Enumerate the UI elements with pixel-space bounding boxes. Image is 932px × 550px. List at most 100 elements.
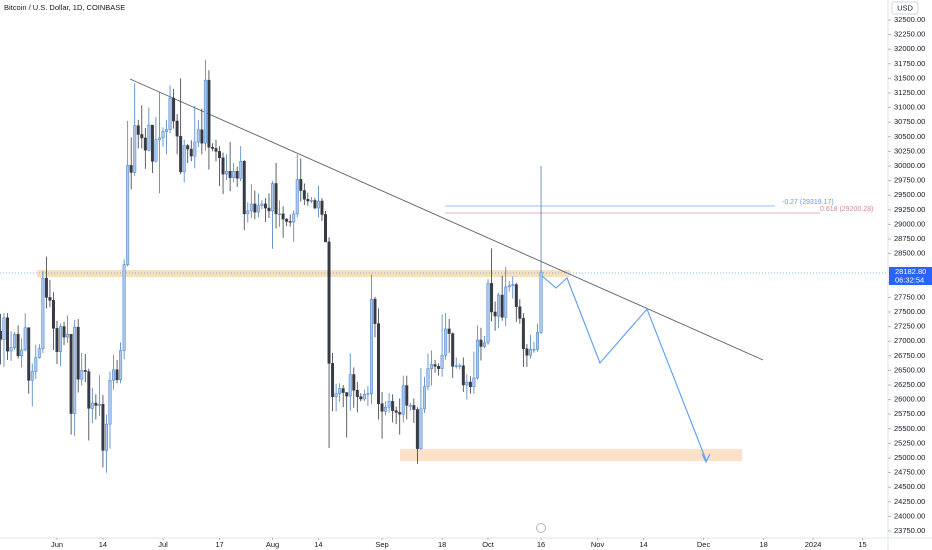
candle-body [104,423,108,451]
candle-body [196,129,200,143]
y-tick-label: 24250.00 [894,497,925,506]
x-tick-label: Oct [482,540,495,549]
x-tick-label: Sep [375,540,388,549]
candle-body [373,298,377,324]
candle-body [271,183,275,212]
candle-body [483,342,486,347]
candle-body [44,277,48,298]
x-tick-label: 18 [759,540,767,549]
projection-arrow [701,453,711,464]
candle-body [472,377,476,387]
candle-body [207,79,211,148]
x-tick-label: 18 [438,540,446,549]
y-tick-label: 27500.00 [894,307,925,316]
candle-body [295,179,299,215]
candle-body [136,125,140,135]
candle-body [518,306,522,319]
event-icon[interactable] [536,523,546,533]
candle-body [362,394,366,400]
candle-body [76,326,80,380]
x-tick-label: Jun [51,540,63,549]
candle-body [133,125,137,173]
candle-body [242,161,246,215]
candle-body [157,137,161,140]
y-tick-label: 30500.00 [894,132,925,141]
candle-body [210,147,214,149]
candle-body [62,326,66,338]
candle-body [504,286,508,318]
candle-body [34,357,38,372]
y-tick-label: 29250.00 [894,205,925,214]
candle-body [320,200,324,215]
candle-body [444,328,448,356]
candle-body [437,366,441,369]
countdown: 06:32:54 [895,275,924,284]
candle-body [539,271,543,333]
candle-body [203,79,207,144]
x-tick-label: 15 [858,540,866,549]
y-tick-label: 26500.00 [894,365,925,374]
y-tick-label: 30000.00 [894,161,925,170]
y-tick-label: 31250.00 [894,88,925,97]
y-tick-label: 28500.00 [894,249,925,258]
candle-body [66,333,70,338]
candle-body [479,339,483,347]
candle-body [129,165,133,173]
candle-body [369,298,373,394]
candle-body [189,148,193,157]
candle-body [246,210,250,215]
price-label: 28182.80 [895,267,926,276]
candle-body [253,203,257,213]
candle-body [147,124,151,151]
candle-body [97,404,101,406]
candle-body [451,333,455,367]
currency-box[interactable] [891,1,919,15]
y-tick-label: 26000.00 [894,395,925,404]
x-tick-label: Nov [591,540,605,549]
candle-body [447,328,451,334]
candle-body [122,264,126,351]
candle-body [355,389,359,397]
candle-body [391,401,395,411]
y-tick-label: 25000.00 [894,453,925,462]
candle-body [521,318,525,350]
candle-body [37,348,41,358]
x-tick-label: Jul [158,540,168,549]
candle-body [193,141,197,157]
candle-body [200,129,204,144]
candle-body [292,213,296,223]
y-tick-label: 24750.00 [894,468,925,477]
candle-body [239,161,243,179]
candle-body [468,381,472,387]
candle-body [9,347,13,352]
candle-body [465,381,469,386]
candle-body [168,97,172,131]
y-tick-label: 29000.00 [894,219,925,228]
candle-body [119,350,123,380]
y-tick-label: 31000.00 [894,103,925,112]
candle-body [461,365,465,386]
candle-body [172,97,176,122]
candle-body [338,388,342,394]
candle-body [101,404,105,451]
candle-body [140,134,144,139]
candle-body [352,374,356,391]
y-tick-label: 30750.00 [894,117,925,126]
candle-body [500,294,504,318]
candle-body [55,328,59,352]
trend-line [129,78,764,361]
candle-body [324,214,328,243]
candle-body [525,348,529,356]
candle-body [422,386,426,410]
candle-body [507,285,511,288]
y-tick-label: 27750.00 [894,292,925,301]
y-tick-label: 29750.00 [894,176,925,185]
candle-body [415,409,419,449]
candle-body [20,349,24,357]
y-tick-label: 25250.00 [894,438,925,447]
candle-body [186,145,190,150]
candle-body [87,371,91,409]
candle-body [486,283,490,344]
candle-body [161,131,165,139]
candle-body [384,406,388,412]
